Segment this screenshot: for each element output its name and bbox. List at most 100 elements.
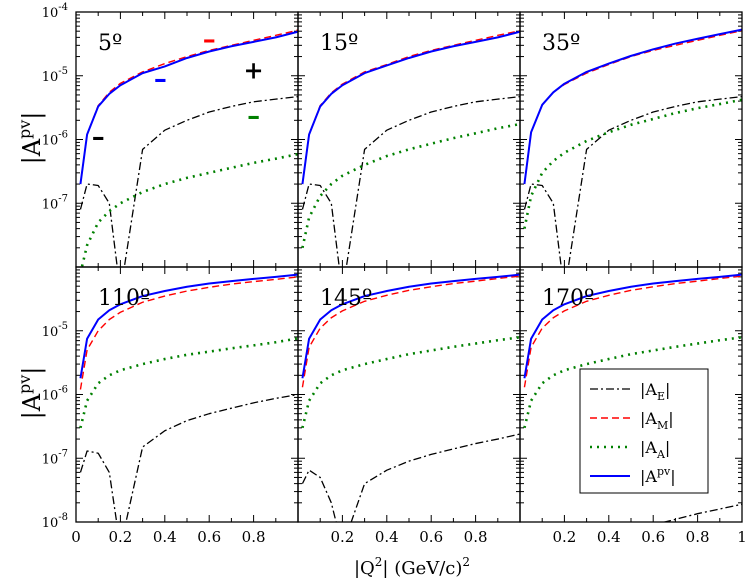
series-AM-line: [523, 275, 742, 388]
y-tick-label-exp: -5: [58, 66, 68, 77]
panel-plot-area: [523, 273, 742, 522]
y-axis-label-bottom-sup: pv: [15, 375, 34, 394]
y-tick-label-exp: -6: [58, 385, 68, 396]
x-tick-label: 0.2: [552, 528, 576, 546]
legend-label-AA: |AA|: [640, 438, 670, 461]
panel-plot-area: [523, 28, 742, 267]
panel-4: 110º: [75, 266, 299, 523]
y-tick-label-base: 10: [42, 134, 59, 149]
x-tick-label: 0.4: [153, 528, 177, 546]
series-AM-line: [301, 275, 520, 388]
series-APV-line: [523, 273, 742, 379]
panel-plot-area: [301, 29, 520, 267]
panel-2: 15º: [297, 11, 521, 268]
y-tick-label-exp: -4: [58, 2, 68, 13]
sign-annotation-AE: +: [244, 56, 264, 85]
x-axis-label-rest: | (GeV/c): [382, 558, 462, 579]
panel-angle-label: 145º: [320, 286, 372, 311]
panel-angle-label: 110º: [98, 286, 150, 311]
y-tick-label-exp: -6: [58, 130, 68, 141]
panel-5: 145º: [297, 266, 521, 523]
series-APV-line: [301, 30, 520, 185]
panel-angle-label: 5º: [98, 31, 122, 56]
series-AA-line: [301, 122, 520, 249]
series-AA-line: [80, 152, 298, 267]
y-tick-label-exp: -5: [58, 321, 68, 332]
series-AA-line: [301, 335, 520, 429]
series-AE-line: [79, 393, 298, 522]
series-APV-line: [79, 30, 298, 185]
series-APV-line: [301, 273, 520, 379]
legend-label-end: |: [665, 438, 670, 457]
x-tick-label: 0.2: [330, 528, 354, 546]
panel-3: 35º: [519, 11, 743, 268]
y-axis-label-top-base: |A: [18, 138, 47, 164]
axis-labels-group: |Q2| (GeV/c)2 |Apv| |Apv|: [15, 112, 470, 579]
x-tick-label: 0.6: [419, 528, 443, 546]
y-tick-label-exp: -7: [58, 448, 68, 459]
series-AA-line: [523, 335, 742, 429]
x-tick-label: 1: [737, 528, 747, 546]
x-tick-label: 0.2: [108, 528, 132, 546]
x-tick-label: 0.6: [197, 528, 221, 546]
x-axis-label-base: |Q: [354, 558, 375, 579]
panel-angle-label: 15º: [320, 31, 358, 56]
y-tick-label-base: 10: [42, 6, 59, 21]
series-AE-line: [523, 96, 742, 267]
y-tick-label: 10-7: [42, 448, 68, 467]
legend-label-sup: pv: [657, 465, 671, 478]
x-tick-label: 0.4: [375, 528, 399, 546]
panel-plot-area: [79, 29, 298, 267]
legend-label-base: |A: [640, 380, 657, 399]
y-axis-label-top-end: |: [18, 112, 47, 120]
series-AE-line: [79, 96, 298, 267]
series-AA-line: [79, 337, 298, 429]
y-tick-label-base: 10: [42, 389, 59, 404]
y-tick-label: 10-5: [42, 66, 68, 85]
x-tick-label: 0.8: [242, 528, 266, 546]
panel-angle-label: 170º: [542, 286, 594, 311]
y-tick-label-base: 10: [42, 516, 59, 531]
series-AM-line: [79, 276, 298, 390]
legend-label-end: |: [668, 409, 673, 428]
sign-annotation-AA: –: [247, 101, 260, 131]
y-axis-label-bottom-base: |A: [18, 393, 47, 419]
legend-label-AE: |AE|: [640, 380, 670, 403]
y-axis-label-bottom-end: |: [18, 367, 47, 375]
x-tick-label: 0.8: [686, 528, 710, 546]
series-APV-line: [79, 273, 298, 379]
panel-frame: [519, 266, 743, 523]
x-tick-label: 0.4: [597, 528, 621, 546]
x-tick-label: 0.6: [641, 528, 665, 546]
panel-angle-label: 35º: [542, 31, 580, 56]
legend-label-sub: A: [656, 448, 666, 461]
y-axis-label-top: |Apv|: [15, 112, 47, 165]
x-axis-label-sup: 2: [375, 555, 383, 569]
legend-label-end: |: [665, 380, 670, 399]
sign-annotation-APV: –: [154, 65, 167, 95]
y-tick-label-exp: -7: [58, 193, 68, 204]
y-tick-label: 10-7: [42, 193, 68, 212]
legend-label-base: |A: [640, 409, 657, 428]
y-axis-label-bottom: |Apv|: [15, 367, 47, 420]
legend-box: [579, 368, 709, 494]
y-tick-label-exp: -8: [58, 512, 68, 523]
series-AE-line: [301, 96, 520, 267]
legend-label-base: |A: [640, 438, 657, 457]
legend-label-base: |A: [640, 467, 657, 486]
sign-annotation-AE-low: –: [92, 122, 105, 152]
y-axis-label-top-sup: pv: [15, 120, 34, 139]
y-tick-label-base: 10: [42, 325, 59, 340]
legend-label-AM: |AM|: [640, 409, 674, 432]
x-tick-label: 0.8: [464, 528, 488, 546]
panel-plot-area: [301, 273, 520, 522]
series-AA-line: [523, 98, 742, 229]
y-tick-label: 10-5: [42, 321, 68, 340]
legend: |AE||AM||AA||Apv|: [579, 368, 709, 494]
sign-annotation-AM: –: [203, 25, 216, 55]
legend-label-end: |: [670, 467, 675, 486]
y-tick-label: 10-4: [42, 2, 68, 21]
panel-6: 170º: [519, 266, 743, 523]
